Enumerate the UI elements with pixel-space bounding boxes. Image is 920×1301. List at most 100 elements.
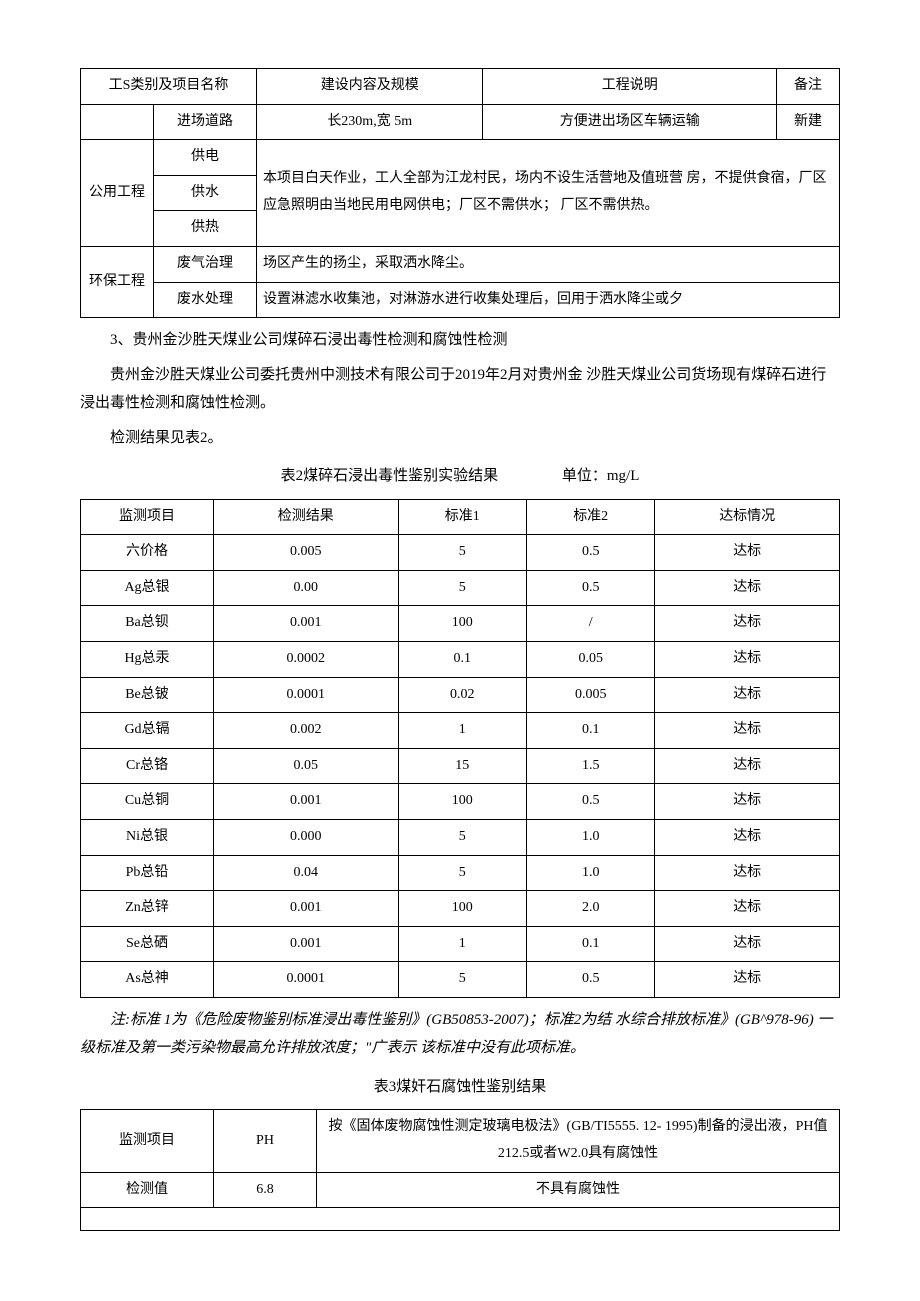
- table-header-row: 工S类别及项目名称 建设内容及规模 工程说明 备注: [81, 69, 840, 105]
- table-cell: Be总铍: [81, 677, 214, 713]
- table-cell: 0.04: [214, 855, 399, 891]
- t3-blank-row: [81, 1208, 840, 1231]
- table-cell: 5: [398, 855, 526, 891]
- table-cell: 0.05: [526, 642, 654, 678]
- table-cell: 0.001: [214, 784, 399, 820]
- table-cell: 达标: [655, 855, 840, 891]
- table-cell: 0.02: [398, 677, 526, 713]
- table-cell: 0.5: [526, 535, 654, 571]
- cell-air-desc: 场区产生的扬尘，采取洒水降尘。: [257, 246, 840, 282]
- t3-row1: 监测项目 PH 按《固体废物腐蚀性测定玻璃电极法》(GB/TI5555. 12-…: [81, 1110, 840, 1172]
- cell-waste-desc: 设置淋滤水收集池，对淋游水进行收集处理后，回用于洒水降尘或夕: [257, 282, 840, 318]
- table-cell: 达标: [655, 784, 840, 820]
- toxicity-test-table: 监测项目 检测结果 标准1 标准2 达标情况 六价格0.00550.5达标Ag总…: [80, 499, 840, 998]
- table-cell: 达标: [655, 570, 840, 606]
- table-cell: 100: [398, 784, 526, 820]
- table-row: Se总硒0.00110.1达标: [81, 926, 840, 962]
- table-row: Cr总铬0.05151.5达标: [81, 748, 840, 784]
- table-cell: 0.001: [214, 606, 399, 642]
- table-cell: Cr总铬: [81, 748, 214, 784]
- table-cell: Cu总铜: [81, 784, 214, 820]
- corrosion-test-table: 监测项目 PH 按《固体废物腐蚀性测定玻璃电极法》(GB/TI5555. 12-…: [80, 1109, 840, 1231]
- table-cell: /: [526, 606, 654, 642]
- table-cell: Ba总钡: [81, 606, 214, 642]
- cell-blank: [81, 104, 154, 140]
- paragraph-ref: 检测结果见表2。: [80, 424, 840, 453]
- project-composition-table: 工S类别及项目名称 建设内容及规模 工程说明 备注 进场道路 长230m,宽 5…: [80, 68, 840, 318]
- t3-r1c3: 按《固体废物腐蚀性测定玻璃电极法》(GB/TI5555. 12- 1995)制备…: [317, 1110, 840, 1172]
- t3-row2: 检测值 6.8 不具有腐蚀性: [81, 1172, 840, 1208]
- table-row: Ag总银0.0050.5达标: [81, 570, 840, 606]
- t2-h4: 达标情况: [655, 499, 840, 535]
- paragraph-intro: 贵州金沙胜天煤业公司委托贵州中测技术有限公司于2019年2月对贵州金 沙胜天煤业…: [80, 361, 840, 418]
- caption2-unit: 单位：mg/L: [562, 462, 640, 491]
- t3-blank-cell: [81, 1208, 840, 1231]
- footnote-text: 注:标准 1为《危险废物鉴别标准浸出毒性鉴别》(GB50853-2007)；标准…: [80, 1006, 840, 1063]
- cell-waste: 废水处理: [154, 282, 257, 318]
- table-cell: 达标: [655, 962, 840, 998]
- table-cell: 2.0: [526, 891, 654, 927]
- t3-r1c2: PH: [214, 1110, 317, 1172]
- table-cell: 1: [398, 713, 526, 749]
- col-content: 建设内容及规模: [257, 69, 483, 105]
- table-cell: 达标: [655, 535, 840, 571]
- table-cell: 0.005: [214, 535, 399, 571]
- cell-water: 供水: [154, 175, 257, 211]
- cell-utility-desc: 本项目白天作业，工人全部为江龙村民，场内不设生活营地及值班营 房，不提供食宿，厂…: [257, 140, 840, 247]
- table-cell: Gd总镉: [81, 713, 214, 749]
- table2-caption: 表2煤碎石浸出毒性鉴别实验结果 单位：mg/L: [80, 462, 840, 491]
- table-cell: Hg总汞: [81, 642, 214, 678]
- t2-h3: 标准2: [526, 499, 654, 535]
- table-cell: 达标: [655, 713, 840, 749]
- table-cell: 0.005: [526, 677, 654, 713]
- table-cell: 0.0001: [214, 962, 399, 998]
- cell-road-note: 新建: [777, 104, 840, 140]
- table-cell: 0.001: [214, 926, 399, 962]
- table-cell: 0.5: [526, 784, 654, 820]
- table-cell: 1.5: [526, 748, 654, 784]
- table-cell: 1.0: [526, 855, 654, 891]
- t2-header-row: 监测项目 检测结果 标准1 标准2 达标情况: [81, 499, 840, 535]
- table-cell: 达标: [655, 606, 840, 642]
- table-row: Ni总银0.00051.0达标: [81, 820, 840, 856]
- table-cell: 5: [398, 962, 526, 998]
- caption2-main: 表2煤碎石浸出毒性鉴别实验结果: [281, 468, 499, 484]
- table-cell: 0.05: [214, 748, 399, 784]
- table-cell: 达标: [655, 891, 840, 927]
- table-row: Be总铍0.00010.020.005达标: [81, 677, 840, 713]
- table-cell: Zn总锌: [81, 891, 214, 927]
- t2-h1: 检测结果: [214, 499, 399, 535]
- table3-caption: 表3煤奸石腐蚀性鉴别结果: [80, 1073, 840, 1102]
- t3-r1c1: 监测项目: [81, 1110, 214, 1172]
- table-row: Pb总铅0.0451.0达标: [81, 855, 840, 891]
- col-desc: 工程说明: [483, 69, 777, 105]
- t3-r2c1: 检测值: [81, 1172, 214, 1208]
- row-road: 进场道路 长230m,宽 5m 方便进出场区车辆运输 新建: [81, 104, 840, 140]
- table-cell: 0.5: [526, 962, 654, 998]
- t2-h0: 监测项目: [81, 499, 214, 535]
- table-cell: 0.001: [214, 891, 399, 927]
- table-cell: 5: [398, 535, 526, 571]
- row-env-2: 废水处理 设置淋滤水收集池，对淋游水进行收集处理后，回用于洒水降尘或夕: [81, 282, 840, 318]
- table-row: Ba总钡0.001100/达标: [81, 606, 840, 642]
- table-cell: 0.002: [214, 713, 399, 749]
- cell-heat: 供热: [154, 211, 257, 247]
- t2-h2: 标准1: [398, 499, 526, 535]
- table-cell: 100: [398, 606, 526, 642]
- section-heading: 3、贵州金沙胜天煤业公司煤碎石浸出毒性检测和腐蚀性检测: [80, 326, 840, 355]
- table-cell: 达标: [655, 926, 840, 962]
- table-cell: 0.0002: [214, 642, 399, 678]
- table-cell: 1.0: [526, 820, 654, 856]
- row-utility-1: 公用工程 供电 本项目白天作业，工人全部为江龙村民，场内不设生活营地及值班营 房…: [81, 140, 840, 176]
- cell-air: 废气治理: [154, 246, 257, 282]
- t3-r2c3: 不具有腐蚀性: [317, 1172, 840, 1208]
- table-cell: 100: [398, 891, 526, 927]
- table-cell: 0.1: [526, 713, 654, 749]
- table-cell: Ag总银: [81, 570, 214, 606]
- table-cell: 达标: [655, 748, 840, 784]
- cell-road-content: 长230m,宽 5m: [257, 104, 483, 140]
- table-cell: 0.1: [526, 926, 654, 962]
- table-cell: 0.000: [214, 820, 399, 856]
- table-row: As总神0.000150.5达标: [81, 962, 840, 998]
- col-category: 工S类别及项目名称: [81, 69, 257, 105]
